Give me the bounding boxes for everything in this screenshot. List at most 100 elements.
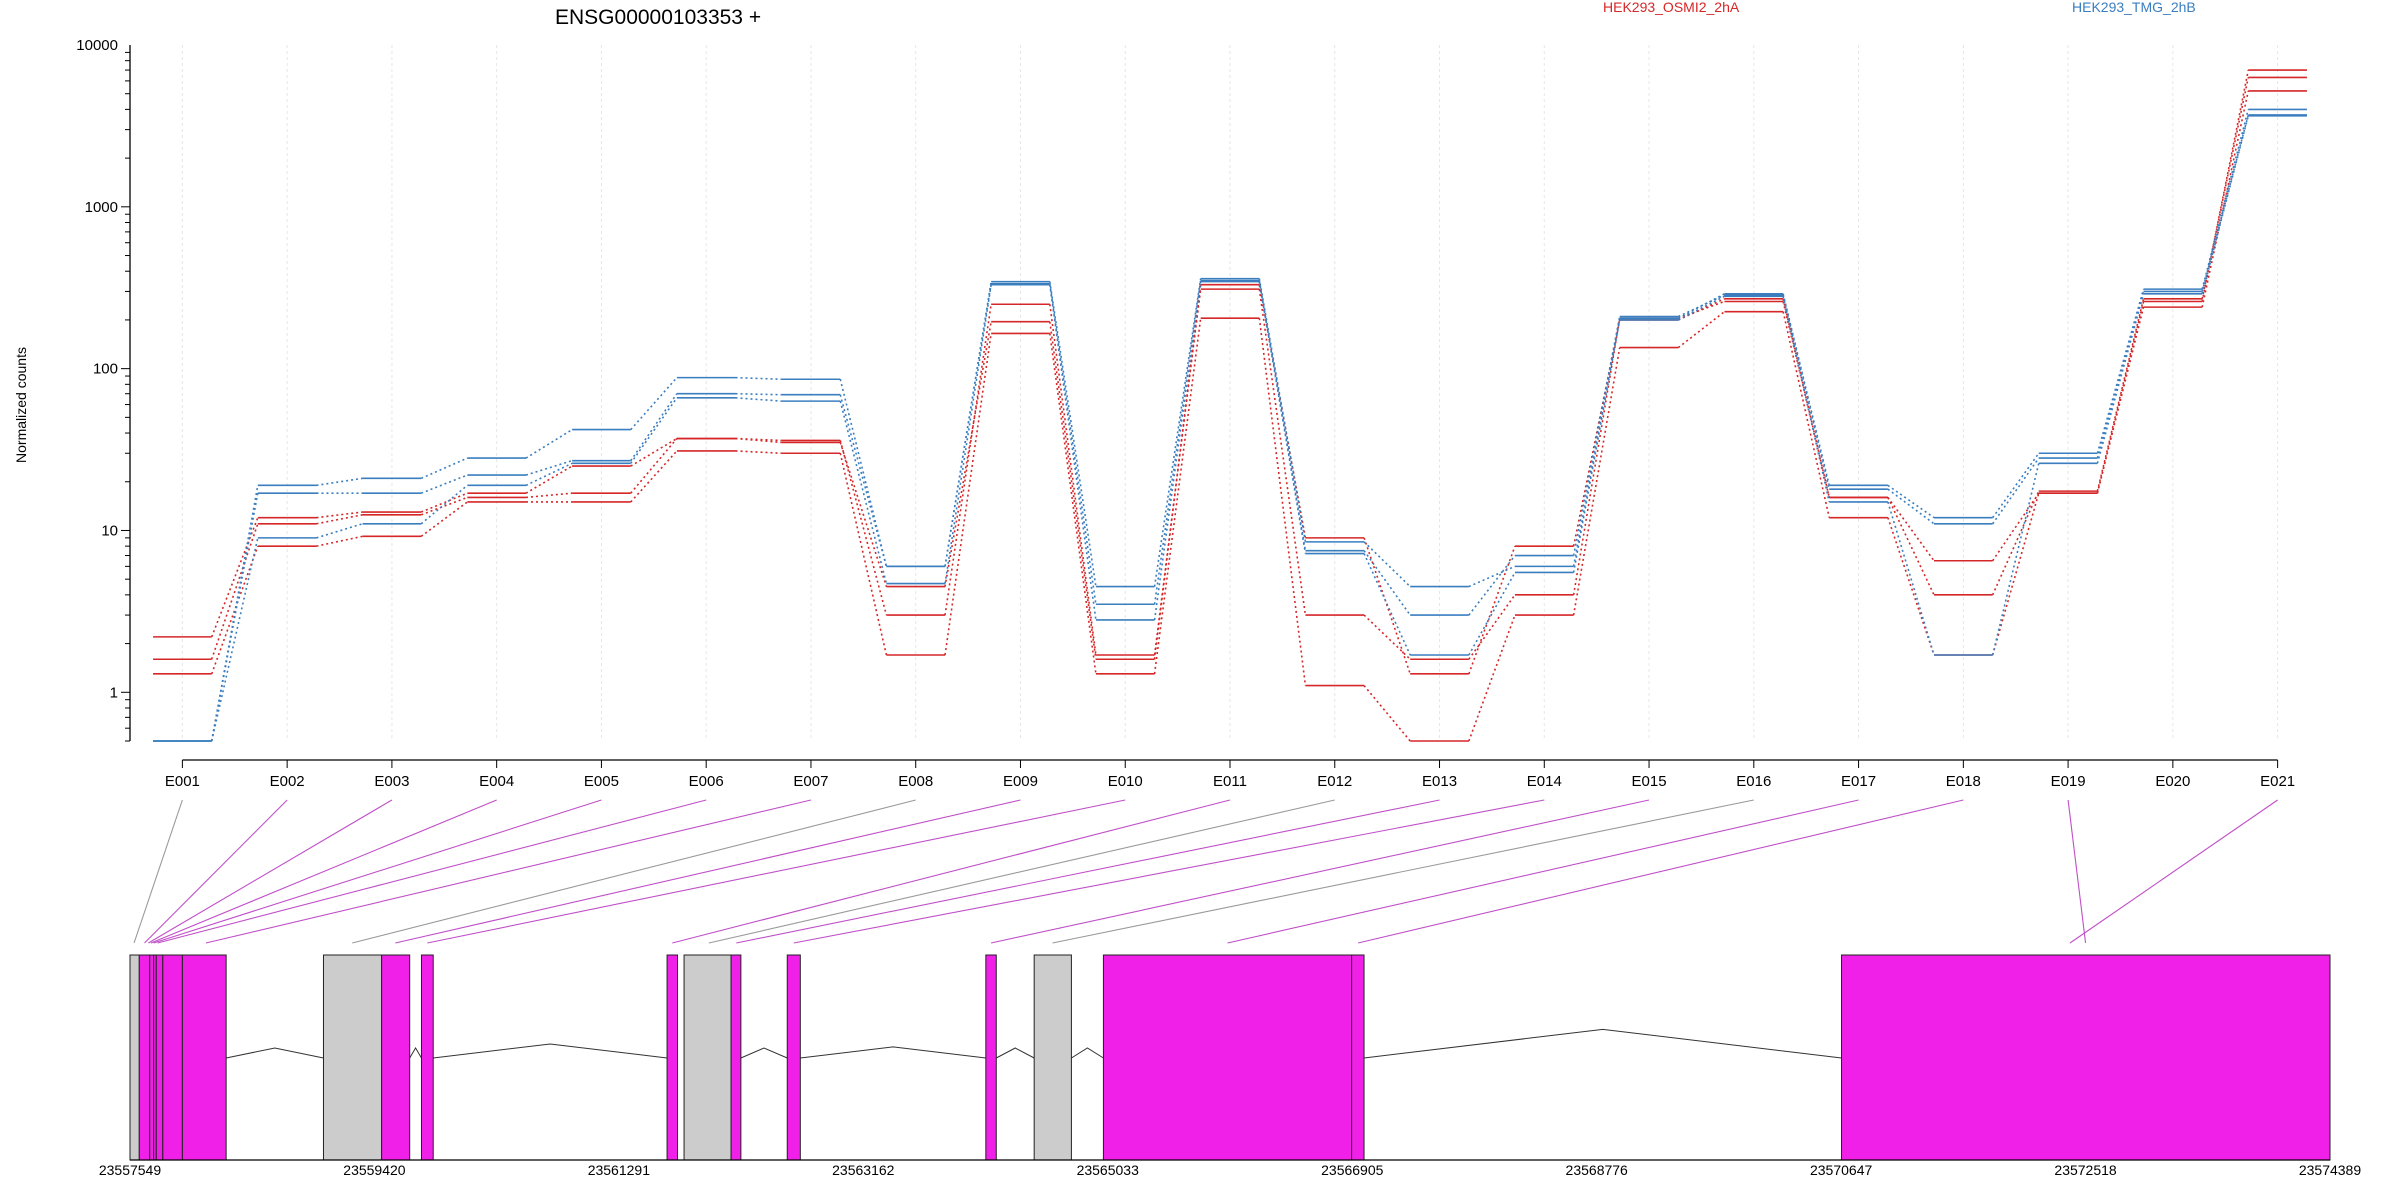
transition-segment bbox=[1887, 496, 1935, 562]
exon-connector bbox=[1052, 799, 1754, 944]
x-tick-label: E003 bbox=[374, 773, 409, 790]
transition-segment bbox=[1049, 284, 1097, 621]
x-tick-label: E014 bbox=[1527, 773, 1562, 790]
exon-connector bbox=[793, 799, 1545, 944]
transition-segment bbox=[735, 392, 782, 396]
exon-connector bbox=[990, 799, 1650, 944]
transition-segment bbox=[630, 393, 678, 462]
transition-segment bbox=[1049, 283, 1097, 605]
transition-segment bbox=[735, 437, 782, 444]
exon-connector bbox=[736, 799, 1440, 944]
intron-line bbox=[433, 1043, 668, 1059]
transition-segment bbox=[2201, 90, 2250, 308]
transition-segment bbox=[1782, 298, 1831, 498]
exon-block bbox=[985, 954, 997, 1161]
y-tick-label: 100 bbox=[93, 361, 118, 378]
exon-connector bbox=[1227, 799, 1859, 944]
transition-segment bbox=[420, 496, 468, 516]
transition-segment bbox=[1677, 311, 1725, 349]
exon-block bbox=[1102, 954, 1353, 1161]
transition-segment bbox=[2201, 109, 2250, 290]
x-tick-label: E018 bbox=[1946, 773, 1981, 790]
intron-line bbox=[996, 1047, 1035, 1059]
series-lines bbox=[153, 69, 2307, 742]
transition-segment bbox=[839, 379, 888, 567]
x-tick-label: E015 bbox=[1632, 773, 1667, 790]
transition-segment bbox=[1468, 545, 1516, 675]
transition-segment bbox=[1049, 281, 1097, 587]
exon-connector bbox=[205, 799, 812, 944]
transition-segment bbox=[735, 450, 782, 455]
transition-segment bbox=[525, 465, 573, 494]
transition-segment bbox=[1678, 295, 1725, 321]
exon-connector bbox=[133, 799, 183, 944]
non-counting-block bbox=[129, 954, 140, 1161]
intron-line bbox=[226, 1047, 324, 1059]
y-axis: 1 10 100 1000 10000 bbox=[76, 37, 131, 742]
series-line bbox=[153, 114, 2307, 742]
transition-segment bbox=[2201, 115, 2250, 295]
genomic-tick-label: 23566905 bbox=[1321, 1162, 1384, 1178]
genomic-tick-label: 23561291 bbox=[588, 1162, 651, 1178]
transition-segment bbox=[1572, 319, 1621, 547]
exon-block bbox=[155, 954, 164, 1161]
legend-label-osmi2: HEK293_OSMI2_2hA bbox=[1603, 0, 1740, 15]
exon-block bbox=[1841, 954, 2331, 1161]
transition-segment bbox=[1049, 321, 1097, 660]
transition-segment bbox=[316, 513, 363, 525]
chart-title: ENSG00000103353 + bbox=[555, 6, 761, 29]
genomic-tick-label: 23557549 bbox=[99, 1162, 162, 1178]
x-axis: E001 E002 E003 E004 E005 E006 E007 E008 E009 E010… bbox=[165, 759, 2295, 790]
exon-connector bbox=[352, 799, 916, 944]
transition-segment bbox=[1991, 463, 2040, 656]
transition-segment bbox=[1153, 289, 1202, 656]
non-counting-block bbox=[683, 954, 732, 1161]
transition-segment bbox=[1678, 300, 1725, 319]
exon-block bbox=[786, 954, 801, 1161]
transition-segment bbox=[1363, 614, 1411, 660]
exon-block bbox=[666, 954, 679, 1161]
transition-segment bbox=[316, 477, 363, 487]
x-tick-label: E012 bbox=[1317, 773, 1352, 790]
transition-segment bbox=[839, 400, 888, 584]
exon-connector bbox=[1358, 799, 1964, 944]
exon-connector bbox=[148, 799, 393, 944]
transition-segment bbox=[1887, 517, 1935, 656]
transition-segment bbox=[420, 457, 468, 480]
exon-block bbox=[181, 954, 227, 1161]
series-line bbox=[153, 108, 2307, 742]
transition-segment bbox=[944, 333, 992, 656]
x-tick-label: E007 bbox=[793, 773, 828, 790]
y-axis-label: Normalized counts bbox=[13, 347, 29, 463]
x-tick-label: E020 bbox=[2155, 773, 2190, 790]
transition-segment bbox=[1363, 553, 1411, 656]
transition-segment bbox=[1153, 318, 1202, 674]
x-tick-label: E021 bbox=[2260, 773, 2295, 790]
transition-segment bbox=[1992, 457, 2040, 525]
series-line bbox=[153, 115, 2307, 742]
legend-label-tmg: HEK293_TMG_2hB bbox=[2072, 0, 2196, 15]
intron-line bbox=[1363, 1028, 1842, 1059]
transition-segment bbox=[1572, 316, 1621, 556]
x-tick-label: E008 bbox=[898, 773, 933, 790]
transition-segment bbox=[630, 437, 678, 467]
transition-segment bbox=[420, 474, 468, 494]
y-tick-label: 1 bbox=[110, 684, 118, 701]
non-counting-block bbox=[322, 954, 383, 1161]
exon-block bbox=[381, 954, 411, 1161]
exon-connector bbox=[2067, 799, 2087, 944]
transition-segment bbox=[1153, 278, 1202, 587]
genomic-axis: 23557549 23559420 23561291 23563162 23565033… bbox=[99, 1159, 2362, 1178]
genomic-tick-label: 23574389 bbox=[2299, 1162, 2362, 1178]
transition-segment bbox=[944, 284, 992, 584]
transition-segment bbox=[1887, 484, 1935, 519]
transition-segment bbox=[1572, 318, 1621, 595]
transition-segment bbox=[839, 440, 888, 616]
x-tick-label: E013 bbox=[1422, 773, 1457, 790]
transition-segment bbox=[1049, 304, 1097, 656]
transition-segment bbox=[210, 523, 259, 660]
transition-segment bbox=[1572, 347, 1621, 616]
genomic-tick-label: 23565033 bbox=[1077, 1162, 1140, 1178]
transition-segment bbox=[1782, 296, 1831, 503]
